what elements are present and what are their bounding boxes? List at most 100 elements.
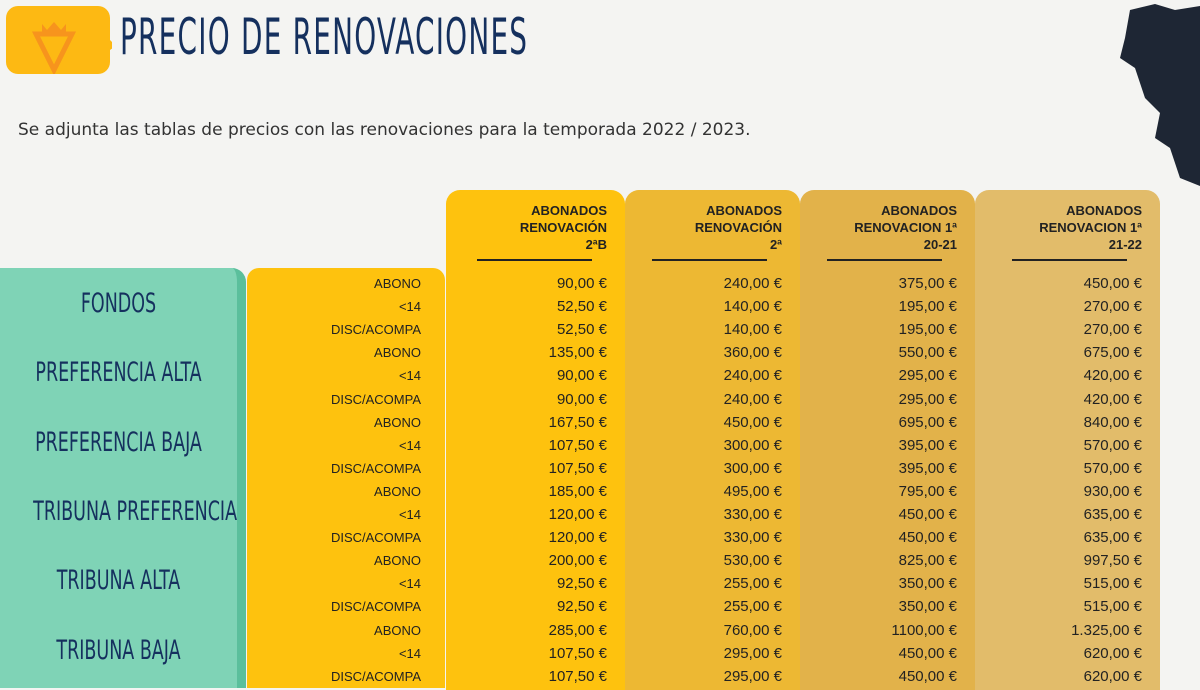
price-cell: 420,00 € [1083,367,1142,385]
price-cell: 295,00 € [898,367,957,385]
ticket-type-label: DISC/ACOMPA [330,599,421,615]
header-line: RENOVACION 1ª [854,220,957,235]
price-cell: 90,00 € [556,275,607,292]
price-cell: 255,00 € [723,598,782,616]
price-cell: 675,00 € [1083,344,1142,362]
ticket-type-label: ABONO [374,622,421,638]
header-rule [477,259,592,261]
price-cell: 450,00 € [723,413,782,431]
price-cell: 300,00 € [723,459,782,477]
price-cell: 135,00 € [548,344,607,362]
header-line: RENOVACIÓN [519,220,607,235]
ticket-type-label: <14 [398,645,421,661]
price-cell: 550,00 € [898,344,957,362]
header-line: 20-21 [923,237,957,252]
price-cell: 92,50 € [556,575,607,593]
price-cell: 997,50 € [1083,552,1142,570]
header-line: 2ªB [585,237,607,252]
price-cell: 350,00 € [898,575,957,593]
price-cell: 635,00 € [1083,506,1142,523]
price-column: ABONADOS RENOVACIÓN 2ª 240,00 € 140,00 € 140,… [625,190,800,690]
price-cell: 255,00 € [723,575,782,593]
price-cell: 107,50 € [548,667,607,685]
ticket-type-label: ABONO [374,483,421,499]
header-line: ABONADOS [881,203,957,218]
ticket-type-label: DISC/ACOMPA [330,322,421,338]
header-line: 2ª [769,237,782,252]
price-cell: 240,00 € [723,390,782,408]
price-cell: 300,00 € [723,436,782,454]
column-header: ABONADOS RENOVACION 1ª 21-22 [1039,202,1142,253]
price-cell: 620,00 € [1083,644,1142,662]
price-cell: 270,00 € [1083,321,1142,339]
zone-label: PREFERENCIA BAJA [35,426,202,458]
ticket-type-label: <14 [398,576,421,592]
price-cell: 120,00 € [548,506,607,523]
price-cell: 450,00 € [898,529,957,547]
ticket-type-column [247,268,445,688]
price-cell: 295,00 € [723,644,782,662]
zone-label: PREFERENCIA ALTA [35,357,202,389]
price-cell: 90,00 € [556,367,607,385]
price-cell: 795,00 € [898,482,957,500]
price-cell: 90,00 € [556,390,607,408]
intro-text: Se adjunta las tablas de precios con las… [18,120,751,140]
column-header: ABONADOS RENOVACIÓN 2ª [695,202,782,253]
ticket-type-label: <14 [398,368,421,384]
price-cell: 515,00 € [1083,598,1142,616]
ticket-type-label: ABONO [374,276,421,291]
zone-label: TRIBUNA BAJA [56,634,181,666]
header-line: ABONADOS [531,203,607,218]
price-cell: 375,00 € [898,275,957,292]
header-line: RENOVACION 1ª [1039,220,1142,235]
price-cell: 195,00 € [898,321,957,339]
price-cell: 107,50 € [548,436,607,454]
price-cell: 107,50 € [548,644,607,662]
header-rule [827,259,942,261]
price-column: ABONADOS RENOVACIÓN 2ªB 90,00 € 52,50 € 52,50… [446,190,625,690]
header-rule [652,259,767,261]
zone-label: TRIBUNA ALTA [56,565,181,597]
price-cell: 760,00 € [723,621,782,639]
price-cell: 1100,00 € [891,621,957,639]
price-cell: 195,00 € [898,298,957,316]
price-cell: 840,00 € [1083,413,1142,431]
club-logo-badge [6,6,112,74]
header-line: ABONADOS [1066,203,1142,218]
price-cell: 450,00 € [898,506,957,523]
price-cell: 635,00 € [1083,529,1142,547]
ticket-type-label: <14 [398,437,421,453]
price-cell: 350,00 € [898,598,957,616]
ticket-type-label: DISC/ACOMPA [330,530,421,546]
price-cell: 240,00 € [723,367,782,385]
price-cell: 450,00 € [898,644,957,662]
header-rule [1012,259,1127,261]
column-header: ABONADOS RENOVACION 1ª 20-21 [854,202,957,253]
price-cell: 825,00 € [898,552,957,570]
price-cell: 285,00 € [548,621,607,639]
price-cell: 120,00 € [548,529,607,547]
price-cell: 185,00 € [548,482,607,500]
price-cell: 1.325,00 € [1071,621,1142,639]
ticket-type-label: ABONO [374,345,421,361]
price-cell: 167,50 € [548,413,607,431]
price-cell: 52,50 € [556,321,607,339]
price-cell: 360,00 € [723,344,782,362]
ticket-type-label: ABONO [374,414,421,430]
price-cell: 395,00 € [898,459,957,477]
ticket-type-label: DISC/ACOMPA [330,391,421,407]
price-column: ABONADOS RENOVACION 1ª 20-21 375,00 € 195,00… [800,190,975,690]
zone-label: FONDOS [80,288,157,319]
price-cell: 200,00 € [548,552,607,570]
ticket-type-label: <14 [398,507,421,522]
price-cell: 270,00 € [1083,298,1142,316]
map-silhouette-decoration [1120,4,1200,186]
price-cell: 395,00 € [898,436,957,454]
ticket-type-label: DISC/ACOMPA [330,668,421,684]
price-cell: 570,00 € [1083,436,1142,454]
price-cell: 515,00 € [1083,575,1142,593]
ticket-type-label: ABONO [374,553,421,569]
zone-label: TRIBUNA PREFERENCIA [33,495,238,527]
price-cell: 420,00 € [1083,390,1142,408]
price-cell: 695,00 € [898,413,957,431]
